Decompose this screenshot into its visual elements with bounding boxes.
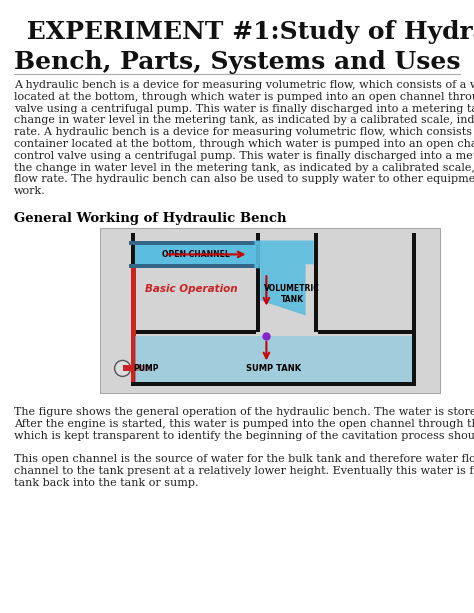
Text: PUMP: PUMP [134,364,159,373]
Text: VOLUMETRIC
TANK: VOLUMETRIC TANK [264,284,320,303]
Text: After the engine is started, this water is pumped into the open channel through : After the engine is started, this water … [14,419,474,429]
Circle shape [115,360,131,376]
Bar [123,365,151,371]
Text: EXPERIMENT #1:Study of Hydraulic: EXPERIMENT #1:Study of Hydraulic [18,20,474,44]
Text: container located at the bottom, through which water is pumped into an open chan: container located at the bottom, through… [14,139,474,149]
Bar [135,330,256,334]
Bar [100,228,440,393]
Text: channel to the tank present at a relatively lower height. Eventually this water : channel to the tank present at a relativ… [14,466,474,476]
Bar [128,240,258,245]
Text: change in water level in the metering tank, as indicated by a calibrated scale, : change in water level in the metering ta… [14,115,474,126]
Text: OPEN CHANNEL: OPEN CHANNEL [162,250,229,259]
Text: valve using a centrifugal pump. This water is finally discharged into a metering: valve using a centrifugal pump. This wat… [14,104,474,113]
Bar [131,233,135,386]
Text: Basic Operation: Basic Operation [146,284,238,294]
Bar [318,330,412,334]
Text: located at the bottom, through which water is pumped into an open channel throug: located at the bottom, through which wat… [14,92,474,102]
Text: the change in water level in the metering tank, as indicated by a calibrated sca: the change in water level in the meterin… [14,162,474,173]
Text: control valve using a centrifugal pump. This water is finally discharged into a : control valve using a centrifugal pump. … [14,151,474,161]
Text: which is kept transparent to identify the beginning of the cavitation process sh: which is kept transparent to identify th… [14,430,474,441]
Bar [256,233,260,332]
Text: work.: work. [14,186,46,196]
Bar [412,233,416,386]
Bar [131,268,136,383]
Text: General Working of Hydraulic Bench: General Working of Hydraulic Bench [14,212,286,225]
Text: A hydraulic bench is a device for measuring volumetric flow, which consists of a: A hydraulic bench is a device for measur… [14,80,474,90]
Text: tank back into the tank or sump.: tank back into the tank or sump. [14,478,199,488]
Polygon shape [255,240,314,316]
Text: The figure shows the general operation of the hydraulic bench. The water is stor: The figure shows the general operation o… [14,407,474,417]
Text: Bench, Parts, Systems and Uses: Bench, Parts, Systems and Uses [14,50,461,74]
Bar [135,245,256,264]
Text: This open channel is the source of water for the bulk tank and therefore water f: This open channel is the source of water… [14,454,474,465]
Text: rate. A hydraulic bench is a device for measuring volumetric flow, which consist: rate. A hydraulic bench is a device for … [14,128,474,137]
Bar [314,233,318,332]
Bar [135,336,412,383]
Bar [128,264,258,268]
Text: flow rate. The hydraulic bench can also be used to supply water to other equipme: flow rate. The hydraulic bench can also … [14,175,474,185]
Bar [131,383,416,386]
Text: SUMP TANK: SUMP TANK [246,364,301,373]
